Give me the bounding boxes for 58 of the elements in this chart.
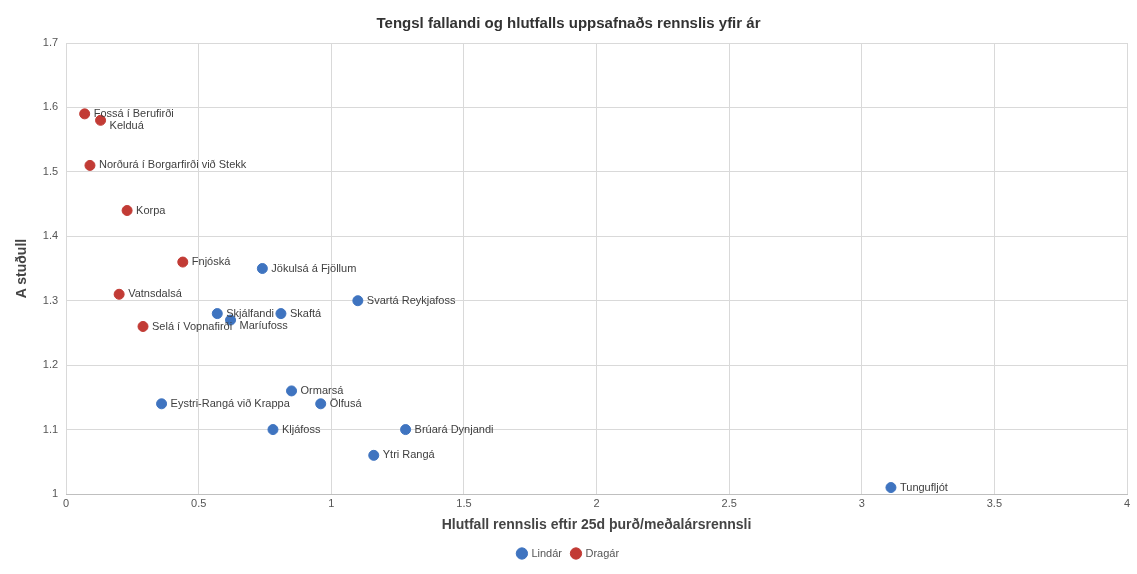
- point: [885, 482, 897, 494]
- annotation: Kljáfoss: [281, 422, 321, 435]
- y-tick-label: 1.5: [42, 164, 59, 177]
- x-tick-label: 4: [1123, 496, 1131, 509]
- point: [368, 449, 380, 461]
- annotation: Fnjóská: [191, 255, 232, 268]
- x-tick-label: 3: [858, 496, 865, 509]
- legend-label: Lindár: [531, 546, 563, 559]
- annotation: Fossá í Berufirði: [93, 106, 174, 119]
- point: [84, 159, 96, 171]
- point: [315, 398, 327, 410]
- y-tick-label: 1: [51, 487, 59, 500]
- annotation: Maríufoss: [239, 319, 289, 332]
- annotation: Eystri-Rangá við Krappa: [170, 396, 291, 409]
- annotation: Ölfusá: [329, 396, 363, 409]
- point: [177, 256, 189, 268]
- annotation: Ormarsá: [300, 383, 345, 396]
- x-tick-label: 3.5: [986, 496, 1003, 509]
- y-tick-label: 1.1: [42, 422, 59, 435]
- chart-title: Tengsl fallandi og hlutfalls uppsafnaðs rennslis yfir ár: [376, 14, 761, 32]
- x-axis-title: Hlutfall rennslis eftir 25d þurð/meðalársrennsli: [441, 516, 752, 533]
- y-tick-label: 1.2: [42, 358, 59, 371]
- y-tick-label: 1.6: [42, 100, 59, 113]
- x-tick-label: 1.5: [456, 496, 472, 509]
- y-axis-title: A stuðull: [13, 238, 30, 299]
- annotation: Tungufljót: [899, 480, 948, 493]
- x-tick-label: 1: [328, 496, 335, 509]
- point: [137, 320, 149, 332]
- annotation: Jökulsá á Fjöllum: [271, 261, 357, 274]
- point: [121, 205, 133, 217]
- annotation: Skaftá: [289, 306, 322, 319]
- point: [286, 385, 298, 397]
- legend-label: Dragár: [585, 546, 620, 559]
- annotation: Vatnsdalsá: [128, 287, 183, 300]
- y-tick-label: 1.3: [42, 293, 59, 306]
- x-tick-label: 0: [63, 496, 70, 509]
- y-tick-label: 1.7: [42, 36, 59, 49]
- annotation: Svartá Reykjafoss: [366, 293, 456, 306]
- point: [113, 288, 125, 300]
- point: [156, 398, 168, 410]
- x-tick-label: 2: [593, 496, 600, 509]
- point: [267, 424, 279, 436]
- point: [211, 308, 223, 320]
- annotation: Kelduá: [109, 119, 145, 132]
- point: [256, 263, 268, 274]
- x-tick-label: 2.5: [721, 496, 737, 509]
- point: [400, 424, 412, 436]
- annotation: Norðurá í Borgarfirði við Stekk: [98, 158, 247, 171]
- annotation: Selá í Vopnafirði: [152, 319, 233, 332]
- annotation: Ytri Rangá: [382, 448, 436, 461]
- point: [352, 295, 364, 307]
- point: [275, 308, 287, 320]
- x-tick-label: 0.5: [191, 496, 207, 509]
- annotation: Korpa: [136, 203, 167, 216]
- point: [79, 108, 91, 120]
- y-tick-label: 1.4: [42, 229, 59, 242]
- annotation: Brúará Dynjandi: [414, 422, 494, 435]
- annotation: Skjálfandi: [226, 306, 274, 319]
